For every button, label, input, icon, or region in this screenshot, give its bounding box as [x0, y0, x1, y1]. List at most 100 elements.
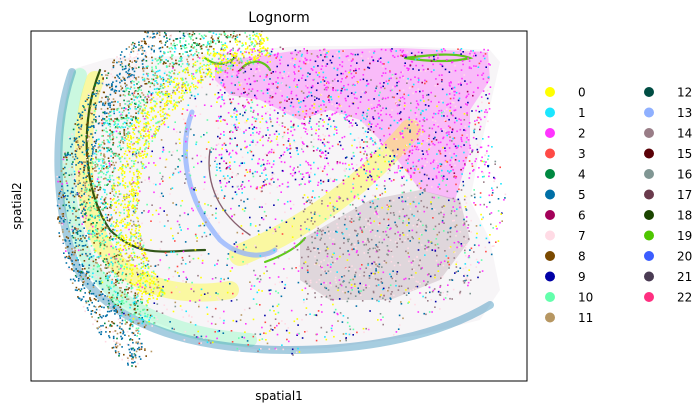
- scatter-point-3956: [101, 74, 103, 76]
- scatter-point-1239: [263, 210, 266, 213]
- scatter-point-4459: [135, 64, 138, 66]
- scatter-point-2041: [276, 144, 279, 146]
- scatter-point-1519: [269, 226, 271, 229]
- scatter-point-4040: [118, 90, 121, 92]
- scatter-point-1421: [355, 305, 358, 307]
- scatter-point-4683: [133, 353, 136, 355]
- scatter-point-3148: [486, 150, 488, 152]
- scatter-point-3757: [332, 261, 334, 264]
- scatter-point-1537: [296, 334, 298, 336]
- scatter-point-775: [387, 218, 390, 221]
- scatter-point-3861: [145, 60, 148, 62]
- scatter-point-4357: [74, 249, 77, 252]
- scatter-point-3878: [292, 4, 294, 6]
- scatter-point-119: [166, 280, 169, 282]
- scatter-point-564: [264, 314, 266, 317]
- scatter-point-561: [313, 78, 316, 81]
- scatter-point-1810: [383, 156, 385, 158]
- scatter-point-2848: [414, 58, 417, 61]
- scatter-point-29: [84, 189, 86, 191]
- scatter-point-2446: [336, 107, 339, 110]
- scatter-point-4469: [62, 194, 64, 196]
- scatter-point-3736: [321, 268, 324, 270]
- scatter-point-312: [313, 103, 316, 105]
- scatter-point-2180: [461, 77, 463, 80]
- scatter-point-2859: [281, 125, 284, 127]
- scatter-point-3086: [289, 165, 292, 168]
- scatter-point-3812: [438, 212, 440, 215]
- scatter-point-2885: [485, 161, 487, 163]
- scatter-point-1950: [107, 142, 110, 145]
- scatter-point-3287: [344, 118, 346, 120]
- scatter-point-4755: [71, 251, 74, 254]
- scatter-point-1689: [329, 118, 331, 120]
- scatter-point-1223: [443, 213, 445, 216]
- scatter-point-3421: [374, 247, 376, 250]
- scatter-point-3131: [304, 130, 307, 133]
- scatter-point-3909: [82, 140, 84, 143]
- scatter-point-1634: [241, 63, 244, 66]
- scatter-point-178: [231, 75, 233, 78]
- scatter-point-1048: [118, 193, 121, 195]
- scatter-point-1487: [240, 199, 242, 202]
- scatter-point-2089: [416, 102, 419, 105]
- scatter-point-3272: [402, 49, 404, 52]
- scatter-point-4724: [99, 309, 101, 311]
- scatter-point-3852: [389, 199, 392, 202]
- scatter-point-4972: [121, 329, 124, 331]
- scatter-point-3203: [268, 150, 271, 153]
- scatter-point-2148: [411, 121, 413, 123]
- scatter-point-1563: [501, 212, 503, 214]
- scatter-point-3464: [317, 213, 319, 216]
- scatter-point-1356: [259, 275, 261, 277]
- scatter-point-4694: [83, 213, 86, 215]
- scatter-point-2780: [438, 110, 440, 112]
- scatter-point-2399: [328, 134, 330, 137]
- scatter-point-134: [410, 102, 412, 104]
- scatter-point-1344: [145, 126, 147, 128]
- scatter-point-102: [220, 186, 222, 188]
- scatter-point-1616: [342, 333, 345, 335]
- scatter-point-1782: [431, 127, 434, 130]
- scatter-point-4391: [114, 345, 117, 348]
- scatter-point-4795: [196, 14, 198, 16]
- scatter-point-306: [197, 274, 199, 277]
- scatter-point-221: [141, 286, 144, 289]
- scatter-point-2488: [415, 122, 417, 125]
- scatter-point-3151: [402, 136, 405, 139]
- scatter-point-2949: [378, 58, 380, 60]
- scatter-point-4054: [88, 167, 90, 169]
- scatter-point-794: [206, 131, 208, 134]
- scatter-point-523: [478, 261, 480, 264]
- scatter-point-2631: [293, 116, 296, 119]
- scatter-point-1763: [448, 263, 450, 266]
- scatter-point-2520: [352, 102, 355, 105]
- scatter-point-1120: [96, 178, 99, 180]
- scatter-point-3651: [410, 261, 413, 264]
- scatter-point-2111: [382, 97, 384, 99]
- scatter-point-4928: [103, 306, 105, 309]
- scatter-point-197: [276, 135, 278, 138]
- scatter-point-4889: [219, 19, 221, 21]
- scatter-point-3774: [430, 203, 432, 205]
- scatter-point-2362: [262, 159, 264, 161]
- scatter-point-2984: [224, 71, 227, 73]
- scatter-point-3953: [182, 21, 184, 23]
- scatter-point-1801: [357, 290, 360, 293]
- scatter-point-255: [454, 272, 456, 274]
- scatter-point-3505: [377, 209, 380, 212]
- scatter-point-4448: [64, 153, 66, 155]
- scatter-point-1590: [304, 261, 307, 263]
- scatter-point-2786: [486, 97, 489, 100]
- scatter-point-525: [291, 236, 294, 238]
- scatter-point-4452: [104, 112, 106, 115]
- scatter-point-2962: [283, 112, 286, 114]
- scatter-point-3946: [199, 20, 201, 22]
- scatter-point-1004: [473, 193, 476, 196]
- scatter-point-2371: [294, 171, 297, 174]
- scatter-point-105: [254, 274, 257, 276]
- scatter-point-3604: [400, 285, 403, 287]
- scatter-point-1482: [80, 161, 83, 163]
- scatter-point-3090: [417, 81, 420, 83]
- scatter-point-4605: [192, 8, 194, 10]
